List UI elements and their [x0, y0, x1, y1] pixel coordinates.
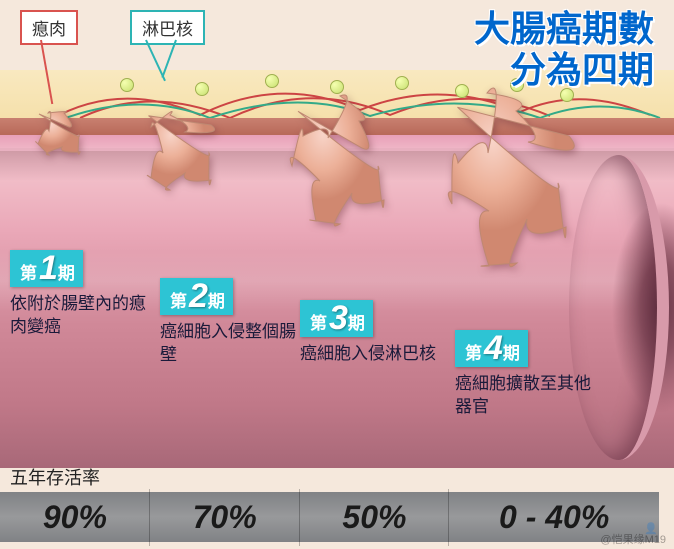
lymph-node — [120, 78, 134, 92]
stage-desc-4: 癌細胞擴散至其他器官 — [455, 373, 595, 419]
stage-badge-2: 第2期 — [160, 278, 233, 315]
stage-4: 第4期 癌細胞擴散至其他器官 — [455, 330, 595, 419]
survival-label: 五年存活率 — [10, 464, 100, 490]
diagram-canvas: 瘜肉 淋巴核 大腸癌期數 分為四期 第1期 依附於腸壁內的瘜肉變癌第2期 癌細胞… — [0, 0, 674, 549]
stage-2: 第2期 癌細胞入侵整個腸壁 — [160, 278, 300, 367]
stage-badge-4: 第4期 — [455, 330, 528, 367]
lymph-node — [195, 82, 209, 96]
survival-section: 五年存活率 90% 70% 50% 0 - 40% — [0, 464, 659, 539]
stage-badge-1: 第1期 — [10, 250, 83, 287]
title-line2: 分為四期 — [474, 49, 654, 90]
stage-desc-1: 依附於腸壁內的瘜肉變癌 — [10, 293, 150, 339]
stage-desc-3: 癌細胞入侵淋巴核 — [300, 343, 440, 366]
survival-stage1: 90% — [0, 499, 150, 536]
tumor-stage4 — [435, 75, 585, 290]
watermark: @恺果缘M19 — [600, 531, 666, 547]
survival-stage3: 50% — [300, 499, 450, 536]
lymph-node — [265, 74, 279, 88]
tumor-stage3 — [280, 88, 400, 243]
stage-badge-3: 第3期 — [300, 300, 373, 337]
lymph-label: 淋巴核 — [130, 10, 205, 45]
title-line1: 大腸癌期數 — [474, 8, 654, 49]
survival-stage2: 70% — [150, 499, 300, 536]
tumor-stage1 — [30, 105, 90, 165]
tumor-stage2 — [135, 100, 225, 205]
survival-bar: 90% 70% 50% 0 - 40% — [0, 492, 659, 542]
polyp-label: 瘜肉 — [20, 10, 78, 45]
stage-3: 第3期 癌細胞入侵淋巴核 — [300, 300, 440, 366]
main-title: 大腸癌期數 分為四期 — [474, 8, 654, 91]
stage-1: 第1期 依附於腸壁內的瘜肉變癌 — [10, 250, 150, 339]
survival-stage4: 0 - 40% — [449, 499, 659, 536]
stage-desc-2: 癌細胞入侵整個腸壁 — [160, 321, 300, 367]
